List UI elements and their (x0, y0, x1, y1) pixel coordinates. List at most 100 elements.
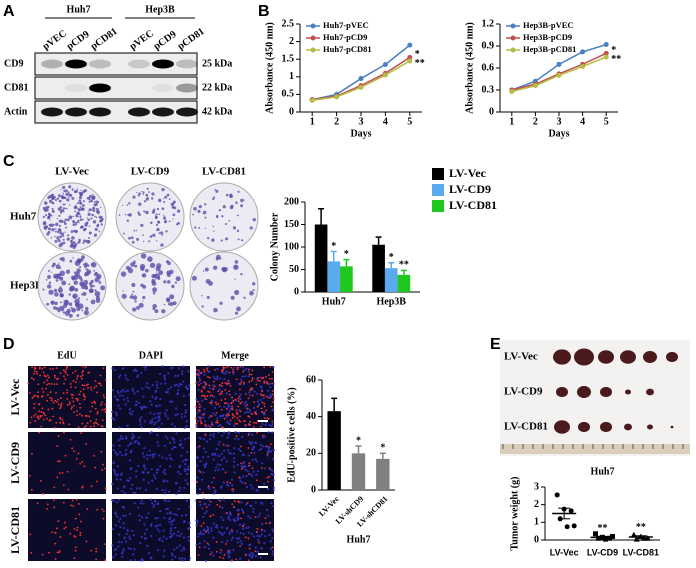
colony (204, 267, 209, 272)
nucleus (182, 394, 185, 398)
colony (45, 225, 49, 229)
nucleus (132, 553, 135, 556)
nucleus (266, 454, 269, 457)
edu-cell (261, 401, 264, 404)
colony (169, 294, 175, 300)
edu-cell (246, 502, 249, 504)
edu-cell (250, 452, 253, 454)
nucleus (149, 412, 152, 415)
y-tick-label: 0.9 (482, 40, 495, 51)
edu-cell (59, 460, 61, 463)
nucleus (176, 393, 179, 396)
edu-cell (261, 434, 264, 437)
edu-cell (229, 385, 232, 387)
nucleus (188, 393, 191, 396)
nucleus (271, 431, 274, 434)
edu-cell (102, 510, 105, 513)
nucleus (163, 468, 166, 471)
edu-cell (81, 377, 83, 380)
nucleus (139, 502, 142, 505)
nucleus (233, 447, 236, 450)
nucleus (112, 499, 115, 502)
edu-cell (231, 488, 233, 491)
nucleus (127, 547, 130, 550)
nucleus (143, 447, 146, 450)
edu-cell (224, 366, 227, 369)
nucleus (112, 555, 115, 559)
colony (48, 289, 54, 295)
edu-cell (61, 471, 64, 474)
nucleus (198, 436, 202, 439)
nucleus (155, 383, 158, 387)
edu-cell (227, 365, 229, 368)
colony (122, 290, 124, 292)
colony (54, 292, 59, 297)
nucleus (262, 396, 265, 400)
nucleus (199, 532, 203, 536)
nucleus (243, 402, 246, 405)
colony (50, 300, 55, 305)
nucleus (187, 468, 191, 471)
colony (138, 202, 142, 206)
edu-cell (35, 371, 38, 373)
y-tick-label: 50 (289, 264, 299, 275)
nucleus (237, 537, 241, 540)
edu-cell (76, 377, 78, 380)
edu-cell (244, 482, 247, 485)
edu-cell (216, 503, 219, 506)
nucleus (110, 410, 114, 413)
edu-cell (227, 379, 230, 382)
nucleus (212, 412, 215, 415)
lane-label: pCD81 (176, 26, 207, 52)
colony (145, 193, 149, 197)
nucleus (119, 478, 122, 481)
lane-label: pCD81 (89, 26, 120, 52)
edu-cell (66, 403, 69, 406)
point (607, 535, 612, 541)
edu-cell (66, 398, 69, 400)
nucleus (151, 383, 154, 387)
colony (80, 282, 85, 287)
nucleus (135, 470, 138, 473)
nucleus (208, 487, 211, 490)
nucleus (156, 412, 159, 415)
colony (76, 268, 81, 273)
edu-cell (50, 399, 53, 402)
nucleus (251, 441, 254, 444)
edu-cell (271, 377, 273, 380)
dish (189, 251, 259, 321)
colony (131, 293, 134, 296)
nucleus (163, 492, 167, 495)
edu-cell (209, 500, 212, 503)
nucleus (178, 367, 181, 370)
nucleus (133, 392, 136, 395)
edu-cell (233, 506, 235, 509)
nucleus (250, 484, 253, 487)
nucleus (171, 558, 174, 561)
colony (47, 284, 52, 289)
bar (327, 261, 341, 292)
nucleus (272, 458, 275, 461)
nucleus (227, 405, 230, 408)
colony (236, 214, 239, 217)
nucleus (149, 400, 152, 403)
nucleus (141, 471, 144, 474)
edu-cell (73, 528, 76, 530)
colony (252, 282, 256, 286)
edu-cell (66, 389, 69, 392)
nucleus (214, 414, 217, 417)
nucleus (204, 463, 207, 466)
colony (68, 283, 71, 286)
colony (99, 281, 102, 284)
edu-cell (53, 486, 56, 489)
colony (91, 213, 94, 217)
edu-cell (87, 387, 90, 389)
nucleus (169, 386, 173, 389)
nucleus (158, 412, 162, 415)
nucleus (203, 397, 206, 401)
edu-cell (70, 386, 73, 388)
nucleus (119, 526, 122, 529)
nucleus (166, 480, 169, 483)
edu-cell (208, 391, 211, 394)
nucleus (243, 368, 246, 371)
